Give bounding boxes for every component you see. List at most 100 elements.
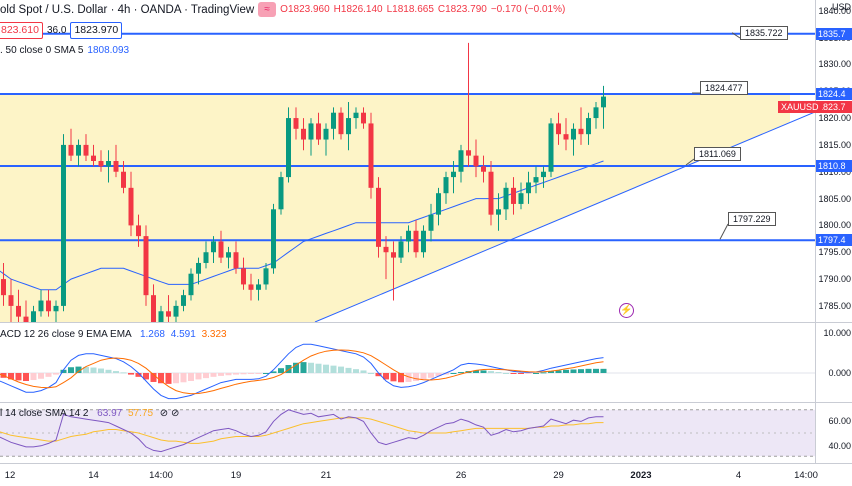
candle-body <box>136 225 141 236</box>
buy-button[interactable]: 1823.970 <box>70 22 122 39</box>
macd-histogram-bar <box>248 373 254 374</box>
candle <box>369 113 374 199</box>
macd-histogram-bar <box>421 373 427 379</box>
macd-histogram-bar <box>31 373 37 380</box>
flag-icon[interactable]: ≈ <box>258 2 276 17</box>
macd-tick-zero: 0.000 <box>828 368 851 378</box>
candle-body <box>234 252 239 268</box>
candle-body <box>151 295 156 322</box>
ellipsis-icon-2[interactable]: ⊘ <box>171 408 179 419</box>
macd-histogram-bar <box>68 367 74 373</box>
level-badge-1[interactable]: 1824.4 <box>816 88 852 100</box>
level-badge-0[interactable]: 1835.7 <box>816 28 852 40</box>
candle-body <box>226 252 231 257</box>
triangle-zone <box>0 94 790 322</box>
ohlc-low: L1818.665 <box>387 4 434 15</box>
macd-histogram-bar <box>23 373 29 381</box>
candle-body <box>159 311 164 322</box>
candle-body <box>121 172 126 188</box>
price-tick: 1805.00 <box>818 194 851 204</box>
candle-body <box>39 301 44 312</box>
candle-body <box>526 182 531 193</box>
candle-body <box>496 209 501 214</box>
macd-histogram-bar <box>46 373 52 377</box>
candle-body <box>99 161 104 166</box>
macd-histogram-bar <box>503 373 509 374</box>
callout-connector-3 <box>720 224 728 239</box>
candle-body <box>9 295 14 306</box>
macd-legend[interactable]: ACD 12 26 close 9 EMA EMA 1.268 4.591 3.… <box>0 329 227 340</box>
sell-button[interactable]: 823.610 <box>0 22 43 39</box>
macd-histogram-bar <box>316 364 322 373</box>
candle-body <box>189 274 194 295</box>
macd-histogram-bar <box>563 370 569 373</box>
rsi-sma-value: 57.75 <box>128 408 153 419</box>
candle-body <box>361 113 366 124</box>
time-tick: 21 <box>321 470 332 481</box>
macd-histogram-bar <box>241 373 247 374</box>
macd-histogram-bar <box>488 371 494 373</box>
macd-histogram-bar <box>158 373 164 383</box>
candle-body <box>511 188 516 204</box>
macd-histogram-bar <box>173 373 179 383</box>
time-tick: 2023 <box>630 470 651 481</box>
candle-body <box>579 129 584 134</box>
macd-histogram-bar <box>181 373 187 382</box>
macd-histogram-bar <box>98 369 104 373</box>
price-axis[interactable]: USD 1840.001835.001830.001825.001820.001… <box>815 0 852 322</box>
candle-body <box>466 150 471 155</box>
candle-body <box>376 188 381 247</box>
rsi-axis[interactable]: 60.00 40.00 <box>815 403 852 463</box>
macd-histogram-bar <box>218 373 224 376</box>
macd-histogram-bar <box>128 373 134 375</box>
time-tick: 29 <box>553 470 564 481</box>
macd-histogram-bar <box>226 373 232 375</box>
time-tick: 19 <box>231 470 242 481</box>
candle <box>549 118 554 177</box>
candle-body <box>286 118 291 177</box>
level-callout-1[interactable]: 1824.477 <box>700 81 748 95</box>
macd-histogram-bar <box>121 372 127 373</box>
macd-histogram-bar <box>601 369 607 373</box>
candle-body <box>406 231 411 242</box>
candle-body <box>564 134 569 139</box>
candle-body <box>31 311 36 322</box>
candle <box>271 204 276 274</box>
lightning-icon[interactable]: ⚡ <box>619 303 634 318</box>
macd-axis[interactable]: 10.000 0.000 <box>815 323 852 403</box>
candle-body <box>46 301 51 312</box>
candle-body <box>264 268 269 284</box>
macd-histogram-bar <box>571 369 577 373</box>
macd-histogram-bar <box>338 367 344 373</box>
level-badge-2[interactable]: 1810.8 <box>816 160 852 172</box>
candle-body <box>354 113 359 118</box>
candle-body <box>556 123 561 134</box>
level-callout-2[interactable]: 1811.069 <box>694 147 741 161</box>
candle-body <box>474 156 479 167</box>
candle-body <box>181 295 186 306</box>
candle-body <box>241 268 246 284</box>
macd-value-1: 1.268 <box>140 329 165 340</box>
candle <box>286 107 291 182</box>
level-callout-3[interactable]: 1797.229 <box>728 212 776 226</box>
sma-label: . 50 close 0 SMA 5 <box>0 45 83 56</box>
ellipsis-icon[interactable]: ⊘ <box>160 408 168 419</box>
macd-histogram-bar <box>526 373 532 374</box>
candle-body <box>421 231 426 252</box>
price-tick: 1815.00 <box>818 140 851 150</box>
candle-body <box>1 279 6 295</box>
level-badge-3[interactable]: 1797.4 <box>816 234 852 246</box>
sma-legend[interactable]: . 50 close 0 SMA 5 1808.093 <box>0 45 129 56</box>
macd-histogram-bar <box>331 366 337 373</box>
time-tick: 4 <box>736 470 741 481</box>
rsi-legend[interactable]: l 14 close SMA 14 2 63.97 57.75 ⊘ ⊘ <box>0 408 179 419</box>
macd-histogram-bar <box>53 373 59 375</box>
symbol-title[interactable]: old Spot / U.S. Dollar · 4h · OANDA · Tr… <box>0 4 254 16</box>
macd-histogram-bar <box>481 370 487 373</box>
candle-body <box>309 123 314 139</box>
candle-body <box>601 97 606 108</box>
candle <box>279 172 284 215</box>
level-callout-0[interactable]: 1835.722 <box>740 26 788 40</box>
candle-body <box>144 236 149 295</box>
